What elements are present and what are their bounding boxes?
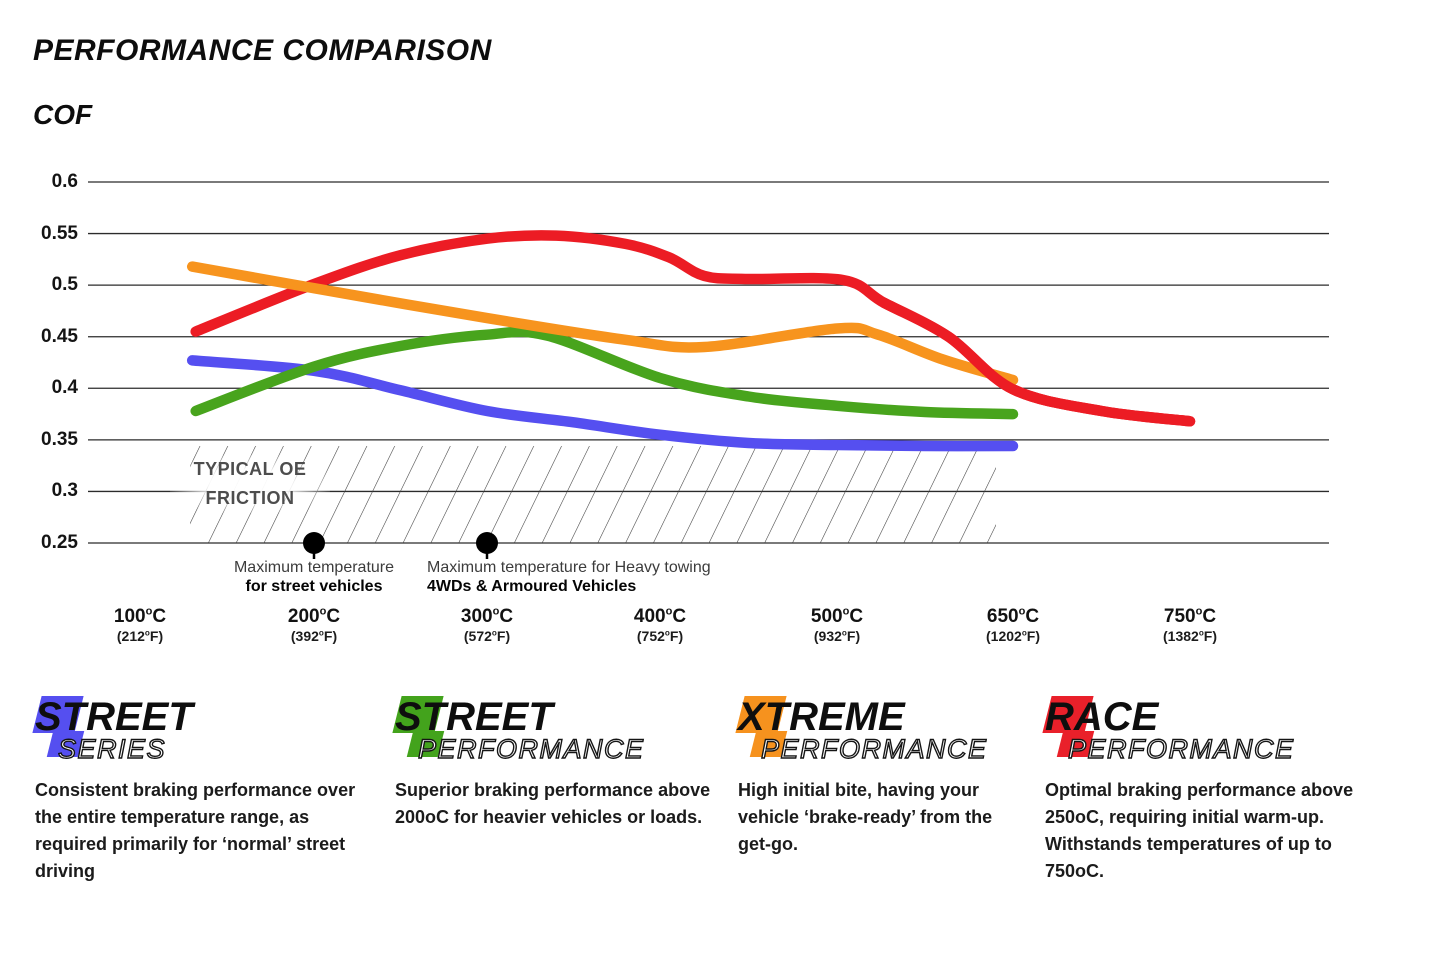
x-tick-label-100: 100oC (212oF)	[113, 605, 167, 644]
legend-street-series: STREET SERIES Consistent braking perform…	[32, 695, 370, 885]
street-series-word2: SERIES	[57, 734, 167, 764]
race-performance-description: Optimal braking performance above 250oC,…	[1045, 780, 1354, 881]
curve-xtreme-performance	[186, 261, 1019, 386]
race-performance-word1: RACE	[1045, 695, 1159, 739]
legend-xtreme-performance: XTREME PERFORMANCE High initial bite, ha…	[735, 695, 1020, 858]
x-tick-label-500: 500oC (932oF)	[810, 605, 864, 644]
xtreme-performance-logo: XTREME PERFORMANCE	[735, 695, 1020, 766]
curve-street-series	[186, 355, 1019, 452]
street-performance-description: Superior braking performance above 200oC…	[395, 780, 711, 827]
legend-race-performance: RACE PERFORMANCE Optimal braking perform…	[1042, 695, 1380, 885]
marker-annotation-300: Maximum temperature for Heavy towing 4WDs…	[427, 559, 711, 595]
page-title: PERFORMANCE COMPARISON	[33, 34, 492, 67]
street-performance-word2: PERFORMANCE	[417, 734, 645, 764]
curve-street-performance	[190, 326, 1019, 420]
xtreme-performance-word1: XTREME	[738, 695, 905, 739]
street-series-description: Consistent braking performance over the …	[35, 780, 356, 881]
typical-oe-friction-label-line1: TYPICAL OE	[193, 459, 307, 479]
y-tick-label-0.5: 0.5	[51, 274, 78, 296]
xtreme-performance-description: High initial bite, having your vehicle ‘…	[738, 780, 993, 854]
race-performance-logo: RACE PERFORMANCE	[1042, 695, 1380, 766]
legend-street-performance: STREET PERFORMANCE Superior braking perf…	[392, 695, 740, 831]
x-tick-label-750: 750oC (1382oF)	[1163, 605, 1217, 644]
curve-race-performance-tail	[878, 297, 1196, 427]
x-tick-label-300: 300oC (572oF)	[460, 605, 514, 644]
xtreme-performance-word2: PERFORMANCE	[760, 734, 988, 764]
y-tick-label-0.25: 0.25	[41, 532, 78, 553]
performance-chart	[88, 181, 1329, 559]
y-tick-label-0.55: 0.55	[41, 222, 78, 244]
x-tick-label-400: 400oC (752oF)	[633, 605, 687, 644]
y-tick-label-0.4: 0.4	[51, 377, 78, 399]
marker-annotation-200: Maximum temperature for street vehicles	[233, 559, 395, 595]
curve-race-performance	[190, 230, 1196, 427]
y-axis-title: COF	[33, 99, 93, 130]
x-tick-label-650: 650oC (1202oF)	[986, 605, 1040, 644]
street-performance-logo: STREET PERFORMANCE	[392, 695, 740, 766]
y-tick-label-0.6: 0.6	[51, 171, 78, 192]
street-performance-word1: STREET	[395, 695, 553, 739]
y-tick-label-0.35: 0.35	[41, 428, 78, 450]
street-series-word1: STREET	[35, 695, 193, 739]
race-performance-word2: PERFORMANCE	[1067, 734, 1295, 764]
data-curves	[186, 230, 1196, 452]
y-tick-label-0.45: 0.45	[41, 325, 78, 347]
street-series-logo: STREET SERIES	[32, 695, 370, 766]
y-tick-label-0.3: 0.3	[51, 480, 78, 502]
marker-dot-200	[303, 532, 325, 554]
typical-oe-friction-label: TYPICAL OE FRICTION	[170, 455, 330, 513]
temperature-markers	[303, 532, 498, 559]
x-tick-label-200: 200oC (392oF)	[287, 605, 341, 644]
marker-dot-300	[476, 532, 498, 554]
typical-oe-friction-label-line2: FRICTION	[205, 488, 295, 508]
